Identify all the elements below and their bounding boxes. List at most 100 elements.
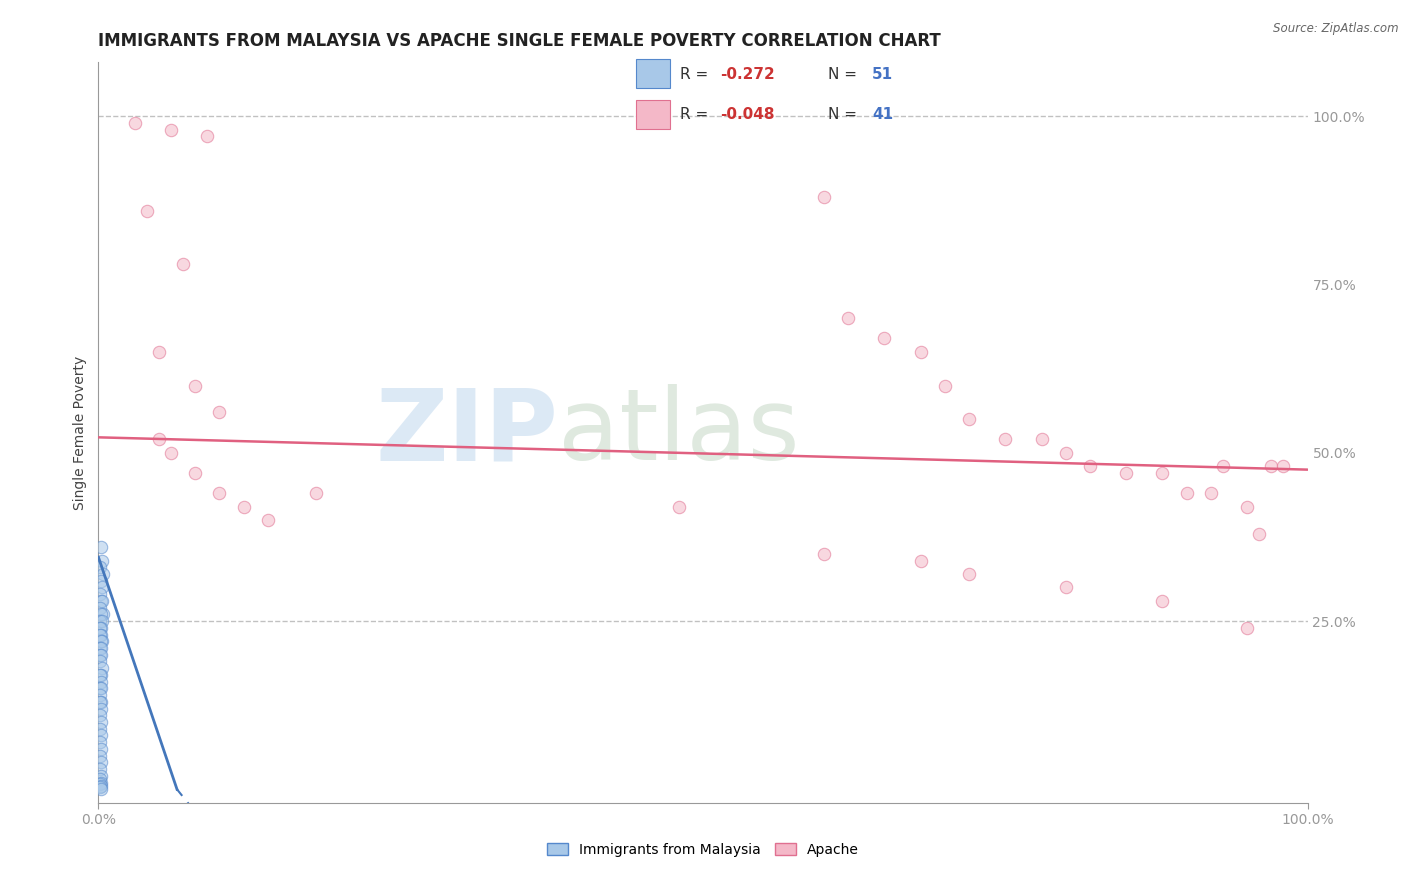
Point [89, 748, 111, 763]
Point [910, 344, 932, 359]
Point [89, 655, 111, 669]
Point [305, 486, 328, 500]
Point [90, 769, 112, 783]
Point [91, 553, 114, 567]
Point [89, 722, 111, 736]
Point [1152, 594, 1174, 608]
Point [195, 129, 218, 144]
Point [668, 500, 690, 514]
Point [148, 344, 170, 359]
Point [89, 777, 111, 791]
Text: N =: N = [828, 107, 858, 121]
Point [1212, 459, 1234, 474]
Point [1199, 486, 1222, 500]
Text: -0.048: -0.048 [720, 107, 775, 121]
Point [89, 772, 111, 787]
Point [1054, 581, 1077, 595]
Point [89, 587, 111, 601]
Point [1236, 500, 1258, 514]
Point [1260, 459, 1282, 474]
Point [148, 433, 170, 447]
Point [232, 500, 254, 514]
Point [90, 668, 112, 682]
Point [172, 257, 194, 271]
Point [934, 378, 956, 392]
Point [89, 627, 111, 641]
Point [91, 614, 114, 628]
Legend: Immigrants from Malaysia, Apache: Immigrants from Malaysia, Apache [541, 838, 865, 863]
Point [90, 701, 112, 715]
Text: atlas: atlas [558, 384, 800, 481]
Point [1078, 459, 1101, 474]
Point [910, 553, 932, 567]
Point [89, 614, 111, 628]
Point [957, 412, 980, 426]
Point [90, 681, 112, 696]
Point [91, 607, 114, 622]
Point [957, 566, 980, 581]
Point [837, 311, 859, 326]
Point [90, 607, 112, 622]
Point [91, 594, 114, 608]
Point [994, 433, 1017, 447]
Point [89, 708, 111, 723]
Point [90, 574, 112, 588]
Text: IMMIGRANTS FROM MALAYSIA VS APACHE SINGLE FEMALE POVERTY CORRELATION CHART: IMMIGRANTS FROM MALAYSIA VS APACHE SINGL… [98, 32, 941, 50]
Point [90, 634, 112, 648]
FancyBboxPatch shape [636, 59, 669, 88]
Point [1054, 446, 1077, 460]
Point [89, 648, 111, 662]
Point [89, 762, 111, 776]
Point [90, 594, 112, 608]
Point [184, 378, 207, 392]
Point [89, 735, 111, 749]
Point [256, 513, 278, 527]
Point [90, 621, 112, 635]
Text: Source: ZipAtlas.com: Source: ZipAtlas.com [1274, 22, 1399, 36]
Point [90, 729, 112, 743]
Text: ZIP: ZIP [375, 384, 558, 481]
Point [1031, 433, 1053, 447]
Point [1152, 466, 1174, 480]
Point [91, 581, 114, 595]
Point [813, 547, 835, 561]
Point [1272, 459, 1295, 474]
Point [1175, 486, 1198, 500]
Point [91, 634, 114, 648]
Point [90, 695, 112, 709]
Point [91, 566, 114, 581]
Point [89, 621, 111, 635]
Point [90, 674, 112, 689]
Point [873, 331, 896, 345]
Point [90, 756, 112, 770]
Text: R =: R = [679, 107, 707, 121]
Point [160, 446, 183, 460]
Y-axis label: Single Female Poverty: Single Female Poverty [73, 356, 87, 509]
Point [813, 190, 835, 204]
Point [89, 640, 111, 655]
Point [1236, 621, 1258, 635]
Point [89, 780, 111, 795]
Point [91, 661, 114, 675]
Point [208, 486, 231, 500]
Point [90, 781, 112, 796]
Point [184, 466, 207, 480]
Point [89, 668, 111, 682]
Point [89, 600, 111, 615]
FancyBboxPatch shape [636, 100, 669, 129]
Text: 51: 51 [872, 67, 893, 81]
Text: R =: R = [679, 67, 707, 81]
Point [90, 640, 112, 655]
Point [90, 775, 112, 789]
Point [90, 540, 112, 554]
Point [90, 648, 112, 662]
Point [135, 203, 157, 218]
Point [90, 627, 112, 641]
Point [90, 742, 112, 756]
Point [1115, 466, 1137, 480]
Point [89, 560, 111, 574]
Point [1249, 526, 1271, 541]
Text: 41: 41 [872, 107, 893, 121]
Point [89, 681, 111, 696]
Text: N =: N = [828, 67, 858, 81]
